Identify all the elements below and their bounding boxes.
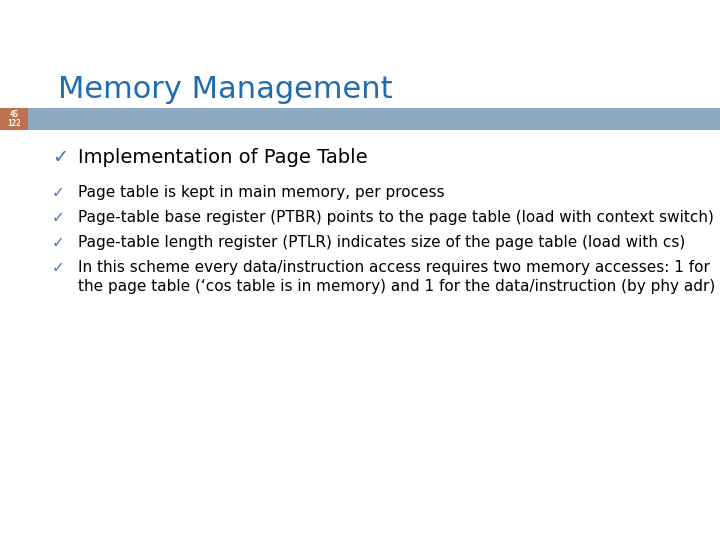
Text: ✓: ✓ — [52, 185, 65, 200]
Text: ✓: ✓ — [52, 210, 65, 225]
Text: ✓: ✓ — [52, 235, 65, 250]
Text: Implementation of Page Table: Implementation of Page Table — [78, 148, 368, 167]
Text: 45
122: 45 122 — [7, 110, 21, 128]
Text: ✓: ✓ — [52, 148, 68, 167]
Text: Memory Management: Memory Management — [58, 76, 392, 105]
Text: Page-table length register (PTLR) indicates size of the page table (load with cs: Page-table length register (PTLR) indica… — [78, 235, 685, 250]
Text: Page-table base register (PTBR) points to the page table (load with context swit: Page-table base register (PTBR) points t… — [78, 210, 714, 225]
Text: Page table is kept in main memory, per process: Page table is kept in main memory, per p… — [78, 185, 445, 200]
Text: ✓: ✓ — [52, 260, 65, 275]
Text: In this scheme every data/instruction access requires two memory accesses: 1 for: In this scheme every data/instruction ac… — [78, 260, 715, 294]
